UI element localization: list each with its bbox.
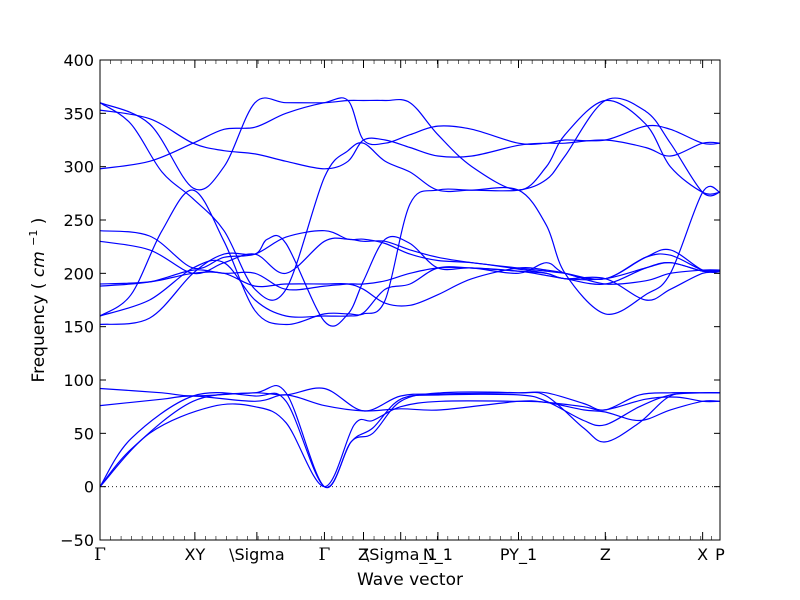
band-line-9 bbox=[99, 267, 721, 307]
y-tick-label: 200 bbox=[63, 264, 94, 283]
x-tick-label: N_1 bbox=[423, 545, 453, 565]
band-line-16 bbox=[99, 97, 721, 195]
x-tick-label: PY_1 bbox=[500, 545, 537, 565]
y-tick-label: 0 bbox=[84, 478, 94, 497]
x-tick-label: Z bbox=[600, 545, 611, 564]
y-tick-label: 350 bbox=[63, 104, 94, 123]
y-axis-label: Frequency ( cm −1 ) bbox=[22, 218, 49, 383]
band-line-2 bbox=[99, 392, 721, 488]
y-axis-label-unit: cm bbox=[29, 251, 49, 277]
y-axis-label-paren-open: ( bbox=[29, 283, 49, 290]
x-axis-label: Wave vector bbox=[357, 570, 463, 590]
band-line-7 bbox=[99, 259, 721, 318]
band-line-6 bbox=[99, 234, 721, 327]
y-tick-label: 50 bbox=[74, 424, 94, 443]
band-line-13 bbox=[99, 97, 721, 301]
y-tick-label: 100 bbox=[63, 371, 94, 390]
plot-frame bbox=[99, 59, 721, 541]
x-ticks: Γ XY \Sigma Γ Z\Sigma_1N_1 PY_1 Z X P bbox=[94, 60, 725, 565]
y-axis-label-paren-close: ) bbox=[29, 218, 49, 225]
band-line-10 bbox=[99, 237, 721, 280]
x-tick-label: Γ bbox=[319, 545, 331, 565]
x-tick-label: X bbox=[697, 545, 708, 564]
x-tick-label: Z bbox=[358, 545, 369, 564]
y-axis-label-text: Frequency bbox=[29, 295, 49, 383]
band-line-12 bbox=[99, 185, 721, 326]
y-tick-label: 300 bbox=[63, 158, 94, 177]
band-line-8 bbox=[99, 262, 721, 291]
y-tick-label: 150 bbox=[63, 318, 94, 337]
band-line-11 bbox=[99, 230, 721, 281]
x-tick-label: \Sigma bbox=[229, 545, 285, 564]
x-tick-label: XY bbox=[184, 545, 205, 564]
y-tick-label: 250 bbox=[63, 211, 94, 230]
band-lines bbox=[99, 97, 721, 489]
y-tick-label: 400 bbox=[63, 51, 94, 70]
band-line-3 bbox=[99, 400, 721, 488]
band-line-15 bbox=[99, 109, 721, 170]
band-line-5 bbox=[99, 387, 720, 412]
x-tick-label: Γ bbox=[94, 545, 106, 565]
y-axis-label-exponent: −1 bbox=[27, 230, 40, 246]
band-line-4 bbox=[99, 394, 721, 412]
y-tick-label: −50 bbox=[60, 531, 94, 550]
y-ticks: −50 0 50 100 150 200 250 300 350 400 bbox=[60, 51, 720, 550]
x-tick-label: \Sigma_1 bbox=[364, 545, 438, 565]
x-tick-label: P bbox=[715, 545, 725, 564]
band-line-1 bbox=[99, 384, 721, 489]
band-line-14 bbox=[99, 97, 721, 170]
